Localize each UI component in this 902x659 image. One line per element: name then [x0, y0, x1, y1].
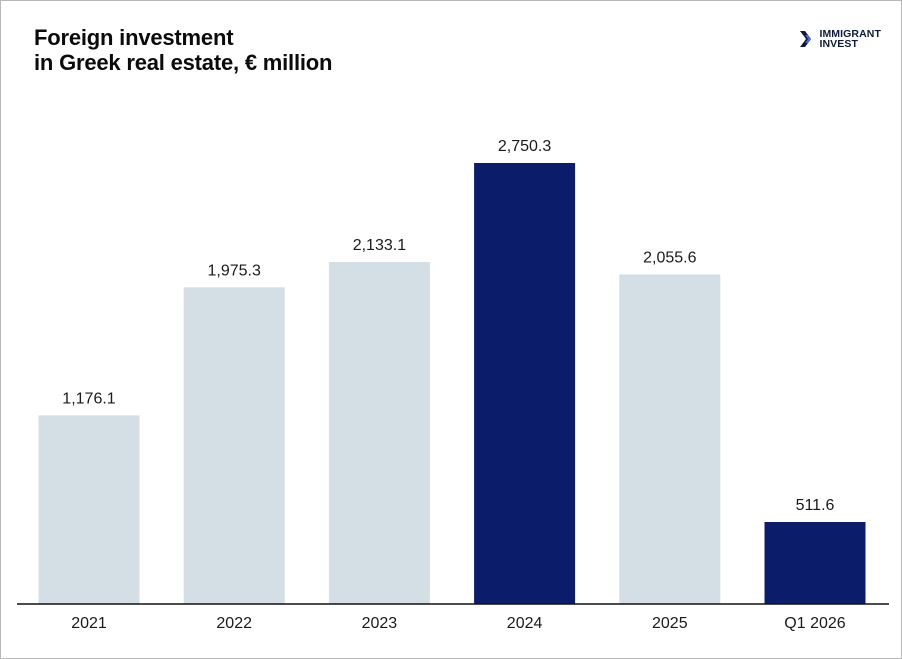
x-axis-tick-labels: 2021 2022 2023 2024 2025 Q1 2026	[71, 615, 846, 632]
chart-title-line-1: Foreign investment	[34, 25, 234, 50]
immigrant-invest-chevron-icon	[800, 31, 812, 47]
bar-value-labels: 1,176.1 1,975.3 2,133.1 2,750.3 2,055.6 511.6	[62, 138, 834, 514]
x-tick-label: 2022	[216, 615, 252, 632]
bar-2021	[38, 415, 140, 604]
brand-logo: IMMIGRANT INVEST	[800, 29, 881, 49]
bar-2025	[619, 274, 721, 604]
bar-value-label: 1,975.3	[208, 262, 261, 279]
brand-name-line-2: INVEST	[819, 38, 858, 50]
bar-value-label: 1,176.1	[62, 390, 115, 407]
bar-2024	[474, 163, 576, 604]
x-tick-label: 2023	[362, 615, 398, 632]
bar-value-label: 2,055.6	[643, 249, 696, 266]
bar-q1-2026	[764, 522, 866, 604]
x-tick-label: 2024	[507, 615, 543, 632]
bar-value-label: 511.6	[796, 497, 835, 514]
bar-value-label: 2,133.1	[353, 237, 406, 254]
brand-name: IMMIGRANT INVEST	[819, 28, 881, 50]
bar-value-label: 2,750.3	[498, 138, 551, 155]
bar-2022	[183, 287, 285, 604]
brand-name-line-1: IMMIGRANT	[819, 28, 881, 40]
x-tick-label: 2025	[652, 615, 688, 632]
x-tick-label: 2021	[71, 615, 107, 632]
bar-2023	[328, 262, 430, 604]
chart-title-line-2: in Greek real estate, € million	[34, 50, 333, 75]
chart-title: Foreign investment in Greek real estate,…	[34, 25, 332, 75]
bar-group	[38, 163, 866, 604]
x-tick-label: Q1 2026	[784, 615, 845, 632]
